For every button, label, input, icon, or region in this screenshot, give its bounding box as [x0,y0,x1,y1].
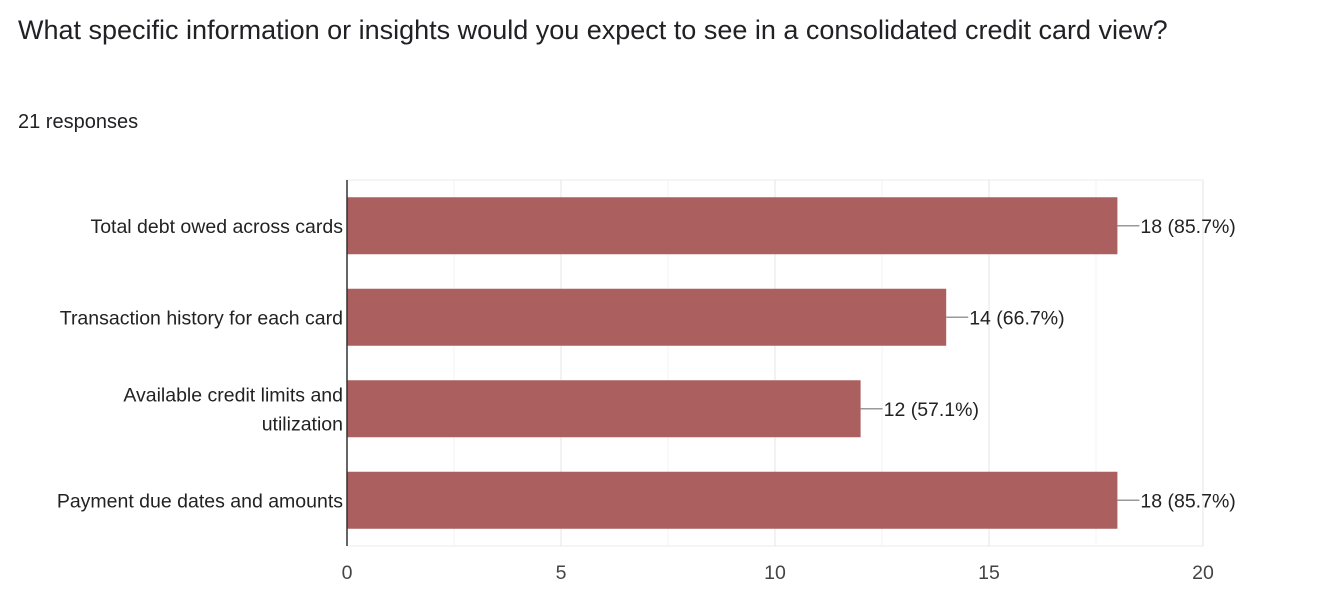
data-label: 14 (66.7%) [969,307,1064,329]
data-label: 18 (85.7%) [1140,216,1235,238]
response-count: 21 responses [18,111,139,133]
category-label-line: utilization [262,413,343,435]
category-label: Payment due dates and amounts [57,490,343,512]
category-label: Total debt owed across cards [90,216,343,238]
bar [347,380,861,438]
x-tick-label: 15 [978,562,1000,584]
category-label: Transaction history for each card [60,307,343,329]
bar [347,288,947,346]
bar [347,471,1118,529]
category-label: Available credit limits and utilization [123,384,343,435]
x-tick-label: 20 [1192,562,1214,584]
bar [347,197,1118,255]
x-tick-label: 10 [764,562,786,584]
category-label-line: Available credit limits and [123,384,343,406]
x-tick-label: 5 [556,562,567,584]
category-label-line: Payment due dates and amounts [57,490,343,512]
question-title: What specific information or insights wo… [18,15,1168,45]
category-label-line: Total debt owed across cards [90,216,343,238]
data-label: 12 (57.1%) [884,399,979,421]
data-label: 18 (85.7%) [1140,490,1235,512]
category-label-line: Transaction history for each card [60,307,343,329]
x-tick-label: 0 [342,562,353,584]
